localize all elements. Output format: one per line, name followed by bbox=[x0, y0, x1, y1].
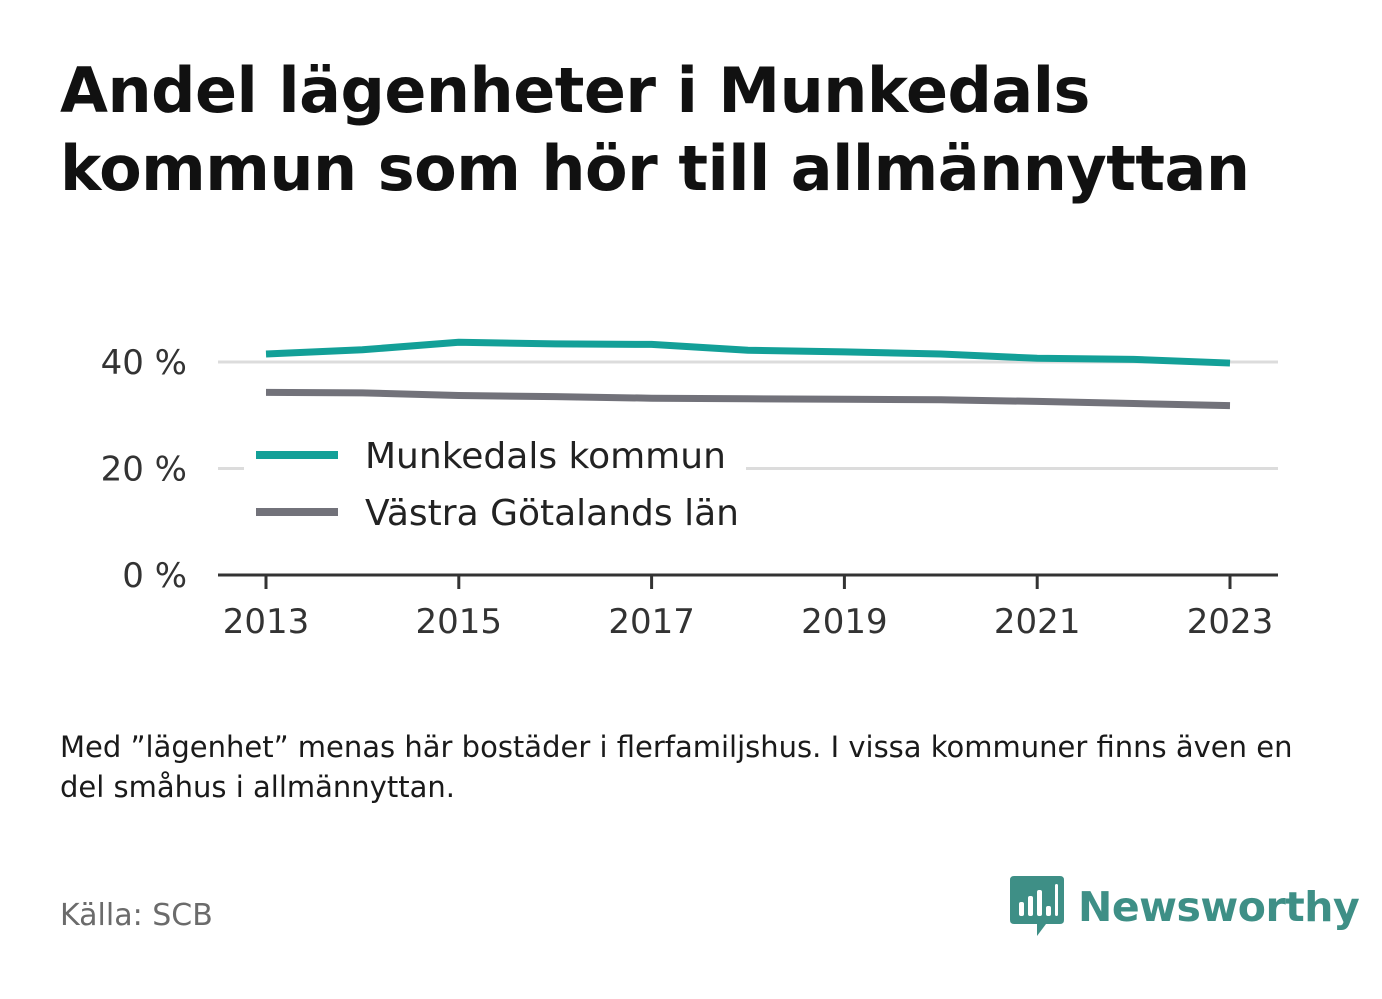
bar-chart-speech-bubble-icon bbox=[1010, 876, 1064, 936]
legend-label: Västra Götalands län bbox=[365, 493, 739, 534]
newsworthy-logo: Newsworthy bbox=[1010, 876, 1360, 938]
x-tick-label: 2015 bbox=[416, 602, 503, 642]
x-tick-label: 2013 bbox=[223, 602, 310, 642]
x-tick-label: 2021 bbox=[994, 602, 1081, 642]
y-tick-label: 40 % bbox=[101, 343, 187, 383]
source-label: Källa: SCB bbox=[60, 898, 213, 933]
legend-label: Munkedals kommun bbox=[365, 436, 726, 477]
series-line-munkedal bbox=[265, 338, 1231, 367]
axis-layer: 0 % 20 % 40 % 2013 2015 2017 2019 2021 2023 bbox=[101, 343, 1278, 642]
legend: Munkedals kommun Västra Götalands län bbox=[244, 426, 746, 538]
legend-background bbox=[244, 426, 746, 538]
chart-note: Med ”lägenhet” menas här bostäder i fler… bbox=[60, 730, 1293, 804]
legend-item-munkedal: Munkedals kommun bbox=[256, 436, 726, 477]
legend-item-vastra-gotaland: Västra Götalands län bbox=[256, 493, 739, 534]
x-tick-label: 2019 bbox=[801, 602, 888, 642]
chart-title: Andel lägenheter i Munkedals kommun som … bbox=[60, 54, 1250, 205]
x-tick-label: 2023 bbox=[1187, 602, 1274, 642]
y-tick-label: 0 % bbox=[122, 556, 187, 596]
x-tick-label: 2017 bbox=[608, 602, 695, 642]
brand-name: Newsworthy bbox=[1078, 883, 1360, 931]
series-line-vastra-gotaland bbox=[265, 388, 1231, 410]
series-layer bbox=[265, 338, 1231, 410]
line-chart: 0 % 20 % 40 % 2013 2015 2017 2019 2021 2023 Munk… bbox=[101, 338, 1278, 642]
y-tick-label: 20 % bbox=[101, 450, 187, 490]
